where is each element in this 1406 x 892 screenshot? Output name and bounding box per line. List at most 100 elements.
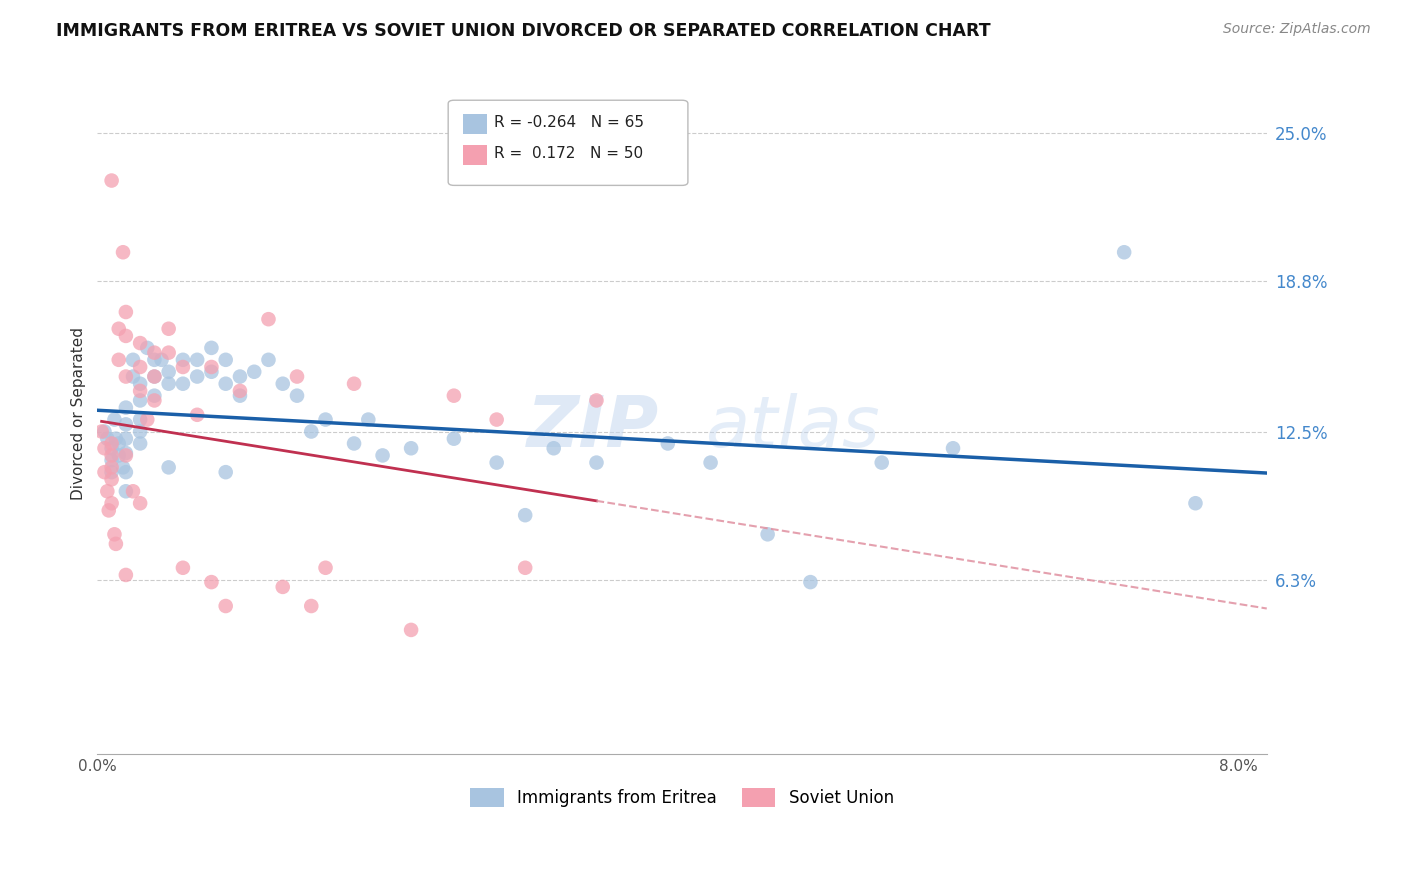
Point (756, 527, 779, 541)
FancyBboxPatch shape (449, 100, 688, 186)
Point (371, 449, 394, 463)
Point (115, 568, 138, 582)
Legend: Immigrants from Eritrea, Soviet Union: Immigrants from Eritrea, Soviet Union (464, 781, 900, 814)
Text: IMMIGRANTS FROM ERITREA VS SOVIET UNION DIVORCED OR SEPARATED CORRELATION CHART: IMMIGRANTS FROM ERITREA VS SOVIET UNION … (56, 22, 991, 40)
Point (443, 389, 465, 403)
Point (172, 352, 194, 367)
Point (285, 389, 308, 403)
Point (157, 376, 180, 391)
Point (215, 352, 238, 367)
Y-axis label: Divorced or Separated: Divorced or Separated (72, 327, 86, 500)
Point (129, 384, 152, 398)
Point (129, 376, 152, 391)
Text: R =  0.172   N = 50: R = 0.172 N = 50 (494, 146, 643, 161)
Point (485, 412, 508, 426)
Point (115, 369, 138, 384)
Point (107, 352, 129, 367)
Point (136, 412, 159, 426)
Text: atlas: atlas (706, 392, 880, 462)
Point (200, 365, 222, 379)
Point (186, 408, 208, 422)
Point (115, 305, 138, 319)
Point (93, 425, 115, 439)
Point (157, 460, 180, 475)
Point (107, 449, 129, 463)
Point (172, 561, 194, 575)
Point (104, 537, 127, 551)
Point (485, 456, 508, 470)
Point (157, 322, 180, 336)
Point (257, 312, 280, 326)
Point (129, 336, 152, 351)
Point (699, 456, 721, 470)
Point (122, 352, 145, 367)
Point (90, 425, 112, 439)
Point (143, 389, 166, 403)
Point (115, 329, 138, 343)
Point (271, 580, 294, 594)
Text: Source: ZipAtlas.com: Source: ZipAtlas.com (1223, 22, 1371, 37)
Point (129, 496, 152, 510)
Point (515, 508, 537, 523)
Point (200, 575, 222, 590)
Point (100, 453, 122, 467)
Point (103, 412, 125, 426)
Point (399, 442, 422, 456)
Point (200, 359, 222, 374)
Point (100, 465, 122, 479)
Point (129, 359, 152, 374)
Point (942, 442, 965, 456)
Point (96, 484, 118, 499)
FancyBboxPatch shape (464, 114, 486, 135)
Point (104, 432, 127, 446)
Point (343, 436, 366, 450)
Point (172, 376, 194, 391)
Point (129, 393, 152, 408)
Point (107, 322, 129, 336)
Point (215, 599, 238, 613)
Point (229, 369, 252, 384)
Point (200, 341, 222, 355)
Point (657, 436, 679, 450)
Point (585, 456, 607, 470)
Point (111, 460, 134, 475)
Point (115, 484, 138, 499)
Point (143, 352, 166, 367)
Text: ZIP: ZIP (526, 392, 658, 462)
FancyBboxPatch shape (464, 145, 486, 165)
Point (285, 369, 308, 384)
Point (122, 369, 145, 384)
Point (257, 352, 280, 367)
Point (100, 436, 122, 450)
Point (357, 412, 380, 426)
Point (115, 446, 138, 460)
Point (143, 393, 166, 408)
Point (111, 245, 134, 260)
Point (157, 345, 180, 359)
Point (1184, 496, 1206, 510)
Point (870, 456, 893, 470)
Point (129, 412, 152, 426)
Point (129, 425, 152, 439)
Point (136, 341, 159, 355)
Point (799, 575, 821, 590)
Point (343, 376, 366, 391)
Point (299, 599, 322, 613)
Point (229, 389, 252, 403)
Point (93, 465, 115, 479)
Point (399, 623, 422, 637)
Point (115, 449, 138, 463)
Point (96, 432, 118, 446)
Point (115, 432, 138, 446)
Point (243, 365, 266, 379)
Point (93, 442, 115, 456)
Text: R = -0.264   N = 65: R = -0.264 N = 65 (494, 115, 644, 130)
Point (150, 352, 173, 367)
Point (122, 484, 145, 499)
Point (143, 345, 166, 359)
Point (186, 352, 208, 367)
Point (1114, 245, 1136, 260)
Point (115, 417, 138, 432)
Point (172, 359, 194, 374)
Point (100, 496, 122, 510)
